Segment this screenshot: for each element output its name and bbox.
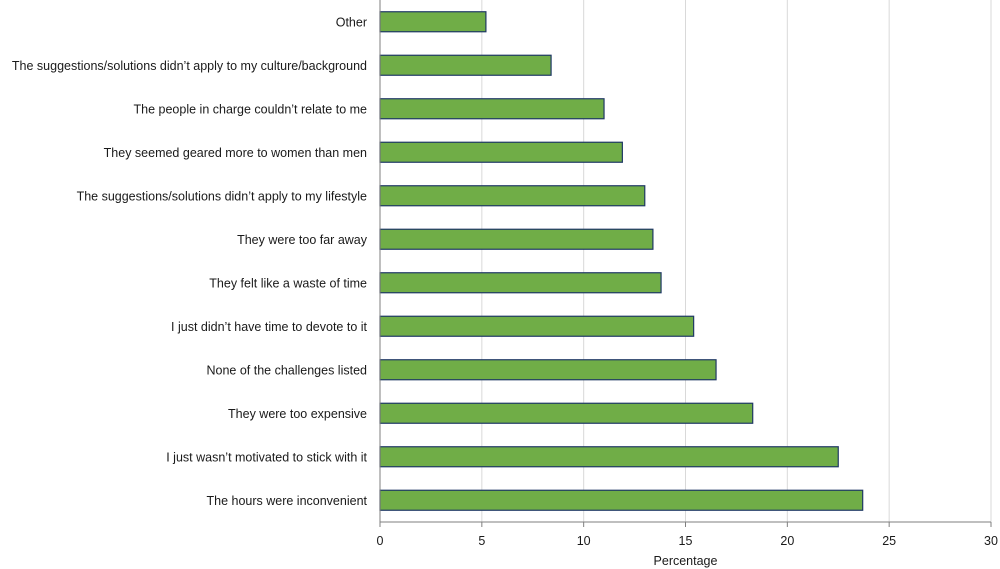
category-label: The people in charge couldn’t relate to …	[134, 102, 368, 116]
category-label: The suggestions/solutions didn’t apply t…	[12, 59, 367, 73]
x-tick-label: 0	[377, 534, 384, 548]
category-label: Other	[336, 15, 367, 29]
category-label: They were too expensive	[228, 407, 367, 421]
x-tick-label: 15	[679, 534, 693, 548]
x-tick-label: 5	[478, 534, 485, 548]
bar	[379, 272, 662, 294]
bar	[379, 54, 552, 76]
gridlines	[481, 0, 992, 522]
bar	[379, 11, 487, 33]
category-label: I just wasn’t motivated to stick with it	[166, 450, 367, 464]
bar	[379, 141, 623, 163]
x-axis-title: Percentage	[654, 554, 718, 568]
x-tick-labels: 0 5 10 15 20 25 30	[377, 522, 998, 548]
bar	[379, 98, 605, 120]
category-label: They were too far away	[237, 233, 368, 247]
bar	[379, 315, 695, 337]
bar	[379, 446, 839, 468]
bar	[379, 228, 654, 250]
category-label: The suggestions/solutions didn’t apply t…	[77, 189, 367, 203]
bar	[379, 402, 754, 424]
bars	[379, 11, 864, 511]
bar	[379, 489, 864, 511]
category-labels: Other The suggestions/solutions didn’t ap…	[12, 15, 368, 508]
x-tick-label: 10	[577, 534, 591, 548]
bar	[379, 185, 646, 207]
category-label: None of the challenges listed	[206, 363, 367, 377]
x-tick-label: 20	[780, 534, 794, 548]
category-label: The hours were inconvenient	[206, 494, 367, 508]
bar	[379, 359, 717, 381]
x-tick-label: 25	[882, 534, 896, 548]
category-label: I just didn’t have time to devote to it	[171, 320, 367, 334]
category-label: They felt like a waste of time	[209, 276, 367, 290]
category-label: They seemed geared more to women than me…	[104, 146, 367, 160]
x-tick-label: 30	[984, 534, 998, 548]
